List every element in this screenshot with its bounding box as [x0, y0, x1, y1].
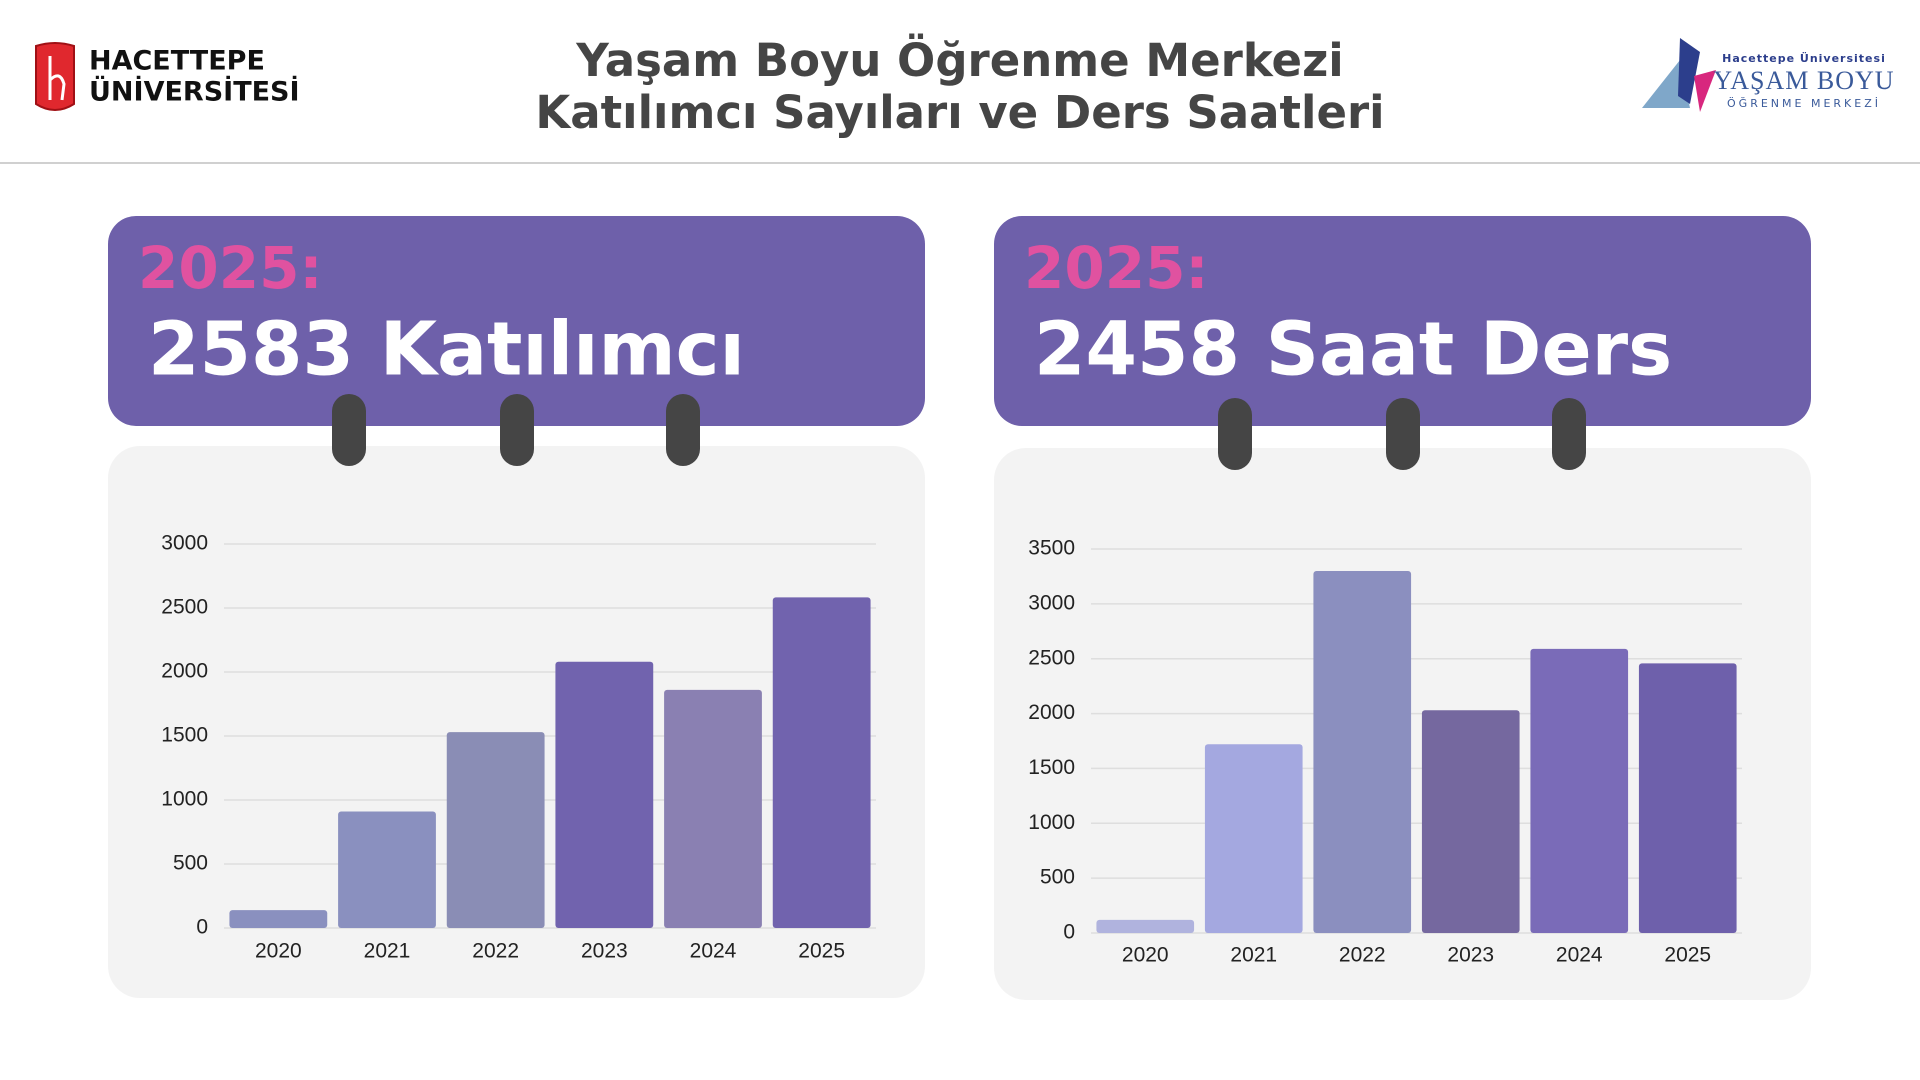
x-tick-label: 2021: [1230, 944, 1277, 967]
logo-text: Hacettepe Üniversitesi: [1722, 51, 1886, 65]
bar: [1096, 919, 1195, 933]
bar: [1313, 570, 1412, 933]
x-tick-label: 2025: [1664, 944, 1711, 967]
x-tick-label: 2025: [798, 940, 845, 963]
y-tick-label: 3000: [161, 532, 208, 555]
logo-text: ÜNİVERSİTESİ: [89, 75, 300, 108]
y-tick-label: 3000: [1028, 591, 1075, 614]
binder-ring: [1218, 398, 1252, 470]
x-tick-label: 2021: [364, 940, 411, 963]
binder-ring: [1386, 398, 1420, 470]
university-logo-mark: [48, 56, 66, 101]
highlight-card: [994, 216, 1811, 426]
x-tick-label: 2020: [255, 940, 302, 963]
x-tick-label: 2020: [1122, 944, 1169, 967]
bar: [229, 910, 328, 928]
highlight-year: 2025:: [1024, 234, 1209, 302]
bar: [1204, 744, 1303, 933]
y-tick-label: 2000: [161, 660, 208, 683]
y-tick-label: 1500: [161, 724, 208, 747]
bar: [664, 689, 762, 928]
x-tick-label: 2022: [472, 940, 519, 963]
y-tick-label: 1000: [1028, 811, 1075, 834]
logo-text: HACETTEPE: [89, 46, 265, 77]
x-tick-label: 2022: [1339, 944, 1386, 967]
x-tick-label: 2023: [581, 940, 628, 963]
highlight-value: 2583 Katılımcı: [148, 307, 745, 393]
logo-text: YAŞAM BOYU: [1713, 66, 1894, 95]
x-tick-label: 2024: [1556, 944, 1603, 967]
y-tick-label: 2500: [1028, 646, 1075, 669]
page-title: Katılımcı Sayıları ve Ders Saatleri: [535, 86, 1384, 139]
bar: [555, 661, 654, 928]
binder-ring: [332, 394, 366, 466]
x-tick-label: 2023: [1447, 944, 1494, 967]
binder-ring: [666, 394, 700, 466]
y-tick-label: 2500: [161, 596, 208, 619]
y-tick-label: 0: [1063, 921, 1075, 944]
logo-text: ÖĞRENME MERKEZİ: [1727, 97, 1881, 110]
y-tick-label: 500: [173, 852, 208, 875]
y-tick-label: 500: [1040, 866, 1075, 889]
highlight-year: 2025:: [138, 234, 323, 302]
bar: [1421, 710, 1520, 933]
x-tick-label: 2024: [690, 940, 737, 963]
binder-ring: [500, 394, 534, 466]
bar: [338, 811, 436, 928]
y-tick-label: 1500: [1028, 756, 1075, 779]
bar: [446, 732, 545, 928]
y-tick-label: 1000: [161, 788, 208, 811]
y-tick-label: 2000: [1028, 701, 1075, 724]
bar: [1638, 663, 1737, 933]
center-logo-shape: [1694, 70, 1716, 112]
highlight-value: 2458 Saat Ders: [1034, 307, 1672, 393]
y-tick-label: 3500: [1028, 537, 1075, 560]
bar: [772, 597, 871, 928]
y-tick-label: 0: [196, 916, 208, 939]
page-title: Yaşam Boyu Öğrenme Merkezi: [575, 34, 1343, 87]
binder-ring: [1552, 398, 1586, 470]
center-logo-shape: [1678, 38, 1700, 104]
highlight-card: [108, 216, 925, 426]
bar: [1530, 648, 1629, 933]
